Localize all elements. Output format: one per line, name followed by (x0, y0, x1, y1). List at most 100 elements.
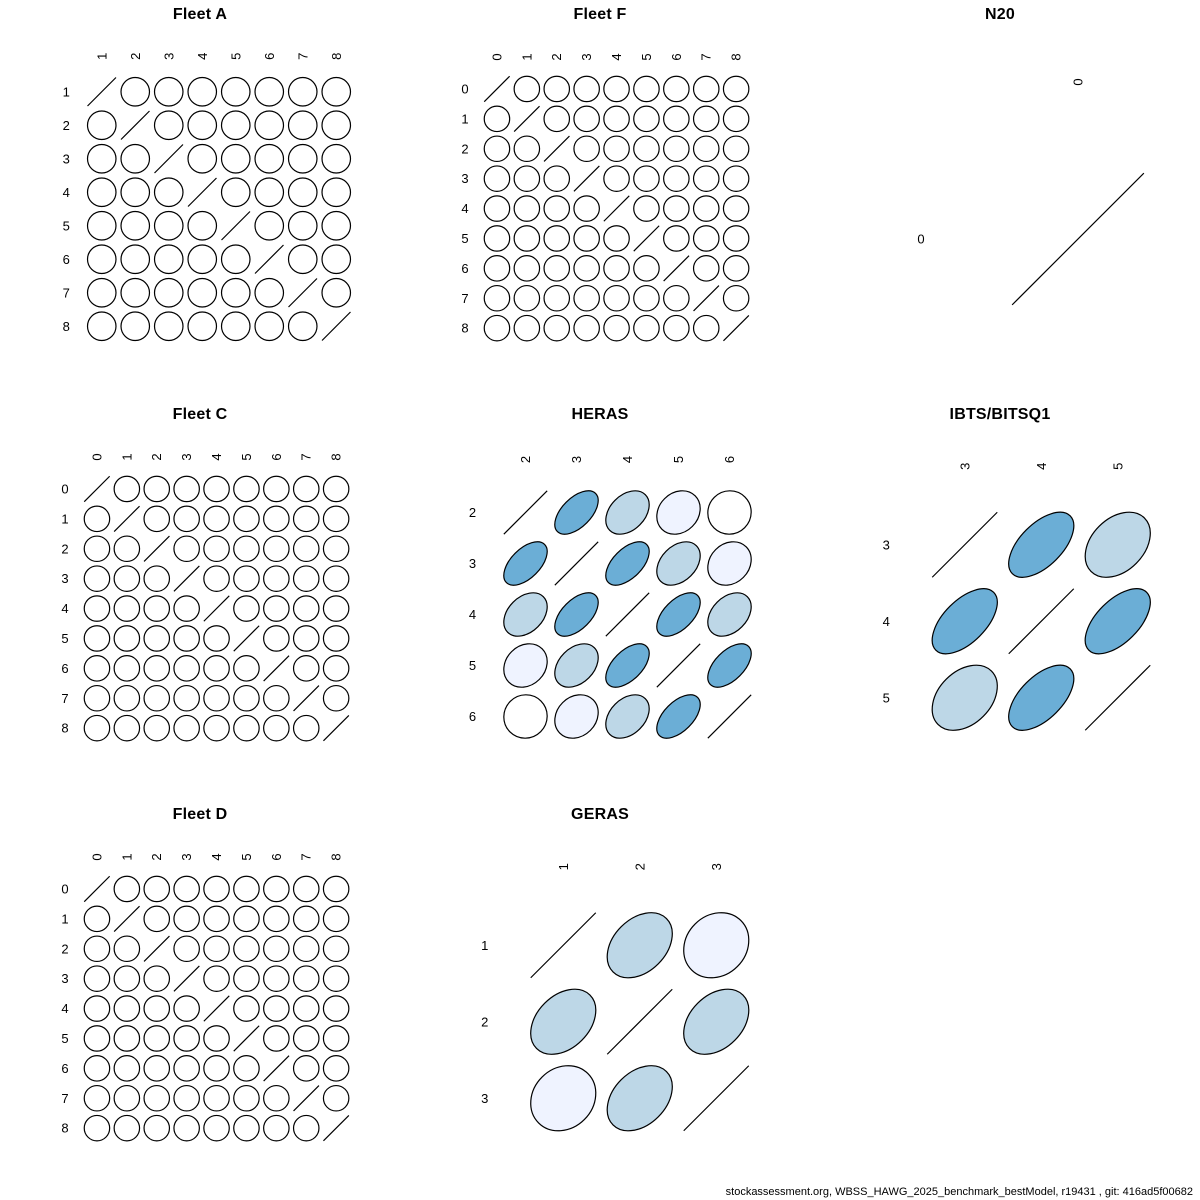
correlation-ellipse (263, 935, 290, 963)
correlation-ellipse (113, 655, 141, 682)
age-tick-label-col: 0 (89, 453, 104, 460)
correlation-ellipse (722, 195, 750, 222)
correlation-ellipse (722, 75, 750, 103)
diagonal-unit-correlation-line (707, 694, 752, 739)
correlation-ellipse (322, 655, 350, 682)
correlation-ellipse (254, 76, 285, 107)
age-tick-label-row: 7 (63, 285, 70, 300)
age-tick-label-row: 2 (61, 941, 68, 956)
correlation-ellipse (83, 714, 111, 742)
correlation-ellipse (663, 284, 690, 312)
diagonal-unit-correlation-line (263, 1055, 290, 1082)
age-tick-label-row: 2 (461, 141, 468, 156)
correlation-ellipse (233, 505, 260, 533)
correlation-ellipse (554, 592, 599, 637)
correlation-ellipse (263, 995, 290, 1022)
correlation-ellipse (292, 565, 320, 592)
correlation-ellipse (203, 565, 230, 592)
diagonal-unit-correlation-line (543, 135, 570, 162)
correlation-ellipse (153, 110, 184, 141)
correlation-ellipse (322, 1055, 350, 1082)
correlation-ellipse (322, 875, 350, 903)
diagonal-unit-correlation-line (187, 177, 217, 207)
diagonal-unit-correlation-line (683, 1065, 750, 1132)
correlation-ellipse (233, 565, 260, 592)
correlation-ellipse (722, 135, 750, 163)
panel-fleet-c: Fleet C 0 1 2 3 4 5 6 7 8 0 1 2 3 4 5 6 7 8 (0, 400, 400, 800)
correlation-ellipse (233, 875, 260, 903)
age-tick-label-row: 0 (61, 481, 68, 496)
age-tick-label-col: 3 (569, 456, 584, 463)
age-tick-label-row: 5 (883, 690, 890, 705)
age-tick-label-col: 4 (1034, 463, 1049, 470)
age-tick-label-row: 0 (461, 81, 468, 96)
correlation-ellipse (707, 643, 752, 688)
correlation-ellipse (603, 75, 630, 103)
correlation-ellipse (513, 165, 541, 192)
correlation-ellipse (287, 177, 318, 208)
correlation-ellipse (187, 311, 218, 342)
correlation-ellipse (554, 490, 599, 535)
correlation-ellipse (321, 177, 352, 208)
age-tick-label-col: 5 (239, 853, 254, 860)
correlation-ellipse (322, 565, 350, 592)
correlation-ellipse (322, 535, 350, 563)
correlation-ellipse (683, 912, 750, 979)
correlation-ellipse (483, 284, 511, 312)
correlation-ellipse (322, 935, 350, 963)
correlation-ellipse (707, 592, 752, 637)
correlation-ellipse (263, 535, 290, 563)
correlation-ellipse (1084, 588, 1151, 655)
diagonal-unit-correlation-line (203, 995, 230, 1022)
diagonal-unit-correlation-line (221, 211, 251, 241)
age-tick-label-row: 7 (61, 1091, 68, 1106)
correlation-ellipse (143, 714, 171, 742)
age-tick-label-col: 3 (579, 53, 594, 60)
correlation-ellipse (143, 905, 171, 933)
age-tick-label-col: 6 (669, 53, 684, 60)
correlation-ellipse (292, 905, 320, 933)
age-tick-label-row: 6 (469, 709, 476, 724)
diagonal-unit-correlation-line (323, 715, 350, 742)
correlation-ellipse (663, 314, 690, 342)
correlation-ellipse (683, 988, 750, 1055)
correlation-ellipse (321, 210, 352, 241)
panel-title-fleet-f: Fleet F (573, 6, 627, 23)
correlation-ellipse (86, 244, 117, 275)
correlation-ellipse (83, 905, 111, 933)
correlation-matrix-fleet-f: 0 1 2 3 4 5 6 7 8 0 1 2 3 4 5 6 7 8 (461, 53, 750, 342)
correlation-ellipse (633, 75, 660, 103)
correlation-ellipse (292, 655, 320, 682)
diagonal-unit-correlation-line (254, 244, 284, 274)
age-tick-label-col: 4 (209, 453, 224, 460)
correlation-ellipse (143, 995, 171, 1022)
age-tick-label-row: 6 (61, 661, 68, 676)
correlation-ellipse (233, 995, 260, 1022)
age-tick-label-row: 0 (61, 881, 68, 896)
panel-title-fleet-d: Fleet D (172, 806, 228, 823)
correlation-ellipse (663, 75, 690, 103)
correlation-ellipse (187, 110, 218, 141)
age-tick-label-row: 2 (63, 118, 70, 133)
correlation-ellipse (143, 595, 171, 622)
correlation-ellipse (173, 714, 200, 742)
age-tick-label-col: 7 (299, 453, 314, 460)
correlation-ellipse (287, 110, 318, 141)
correlation-ellipse (83, 505, 111, 533)
correlation-ellipse (153, 277, 184, 308)
correlation-ellipse (543, 105, 571, 133)
age-tick-label-row: 8 (61, 1121, 68, 1136)
correlation-ellipse (503, 592, 548, 637)
age-tick-label-col: 8 (329, 853, 344, 860)
correlation-ellipse (263, 565, 290, 592)
age-tick-label-row: 8 (61, 721, 68, 736)
correlation-ellipse (692, 195, 720, 222)
correlation-ellipse (322, 595, 350, 622)
correlation-ellipse (173, 684, 200, 712)
correlation-ellipse (220, 244, 251, 275)
correlation-ellipse (692, 165, 720, 192)
correlation-ellipse (322, 625, 350, 652)
correlation-ellipse (292, 625, 320, 652)
correlation-ellipse (120, 210, 151, 241)
correlation-ellipse (692, 314, 720, 342)
